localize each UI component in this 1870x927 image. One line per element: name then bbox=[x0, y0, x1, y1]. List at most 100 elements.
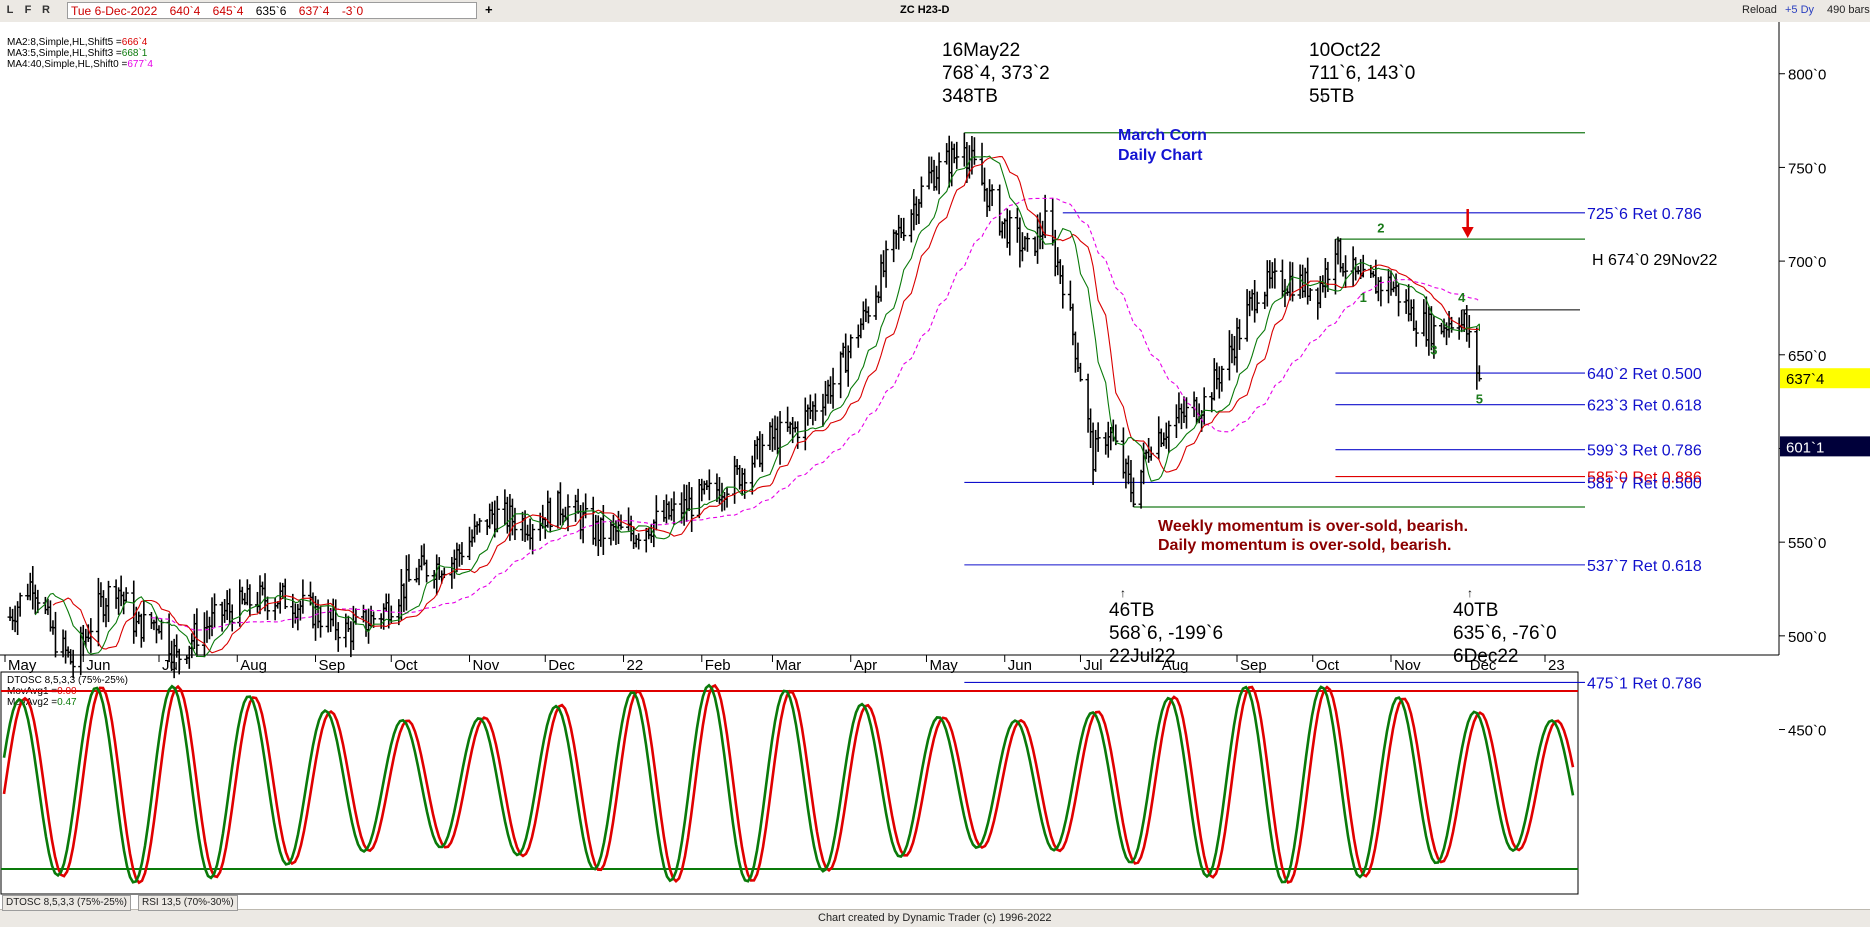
price-bar bbox=[1343, 255, 1349, 289]
date-tick-label: Nov bbox=[1394, 657, 1421, 674]
low-jul-values: 568`6, -199`6 bbox=[1109, 623, 1223, 644]
price-bar bbox=[636, 533, 642, 550]
marker-price-label: 601`1 bbox=[1786, 439, 1824, 456]
retracement-label: 640`2 Ret 0.500 bbox=[1587, 366, 1702, 383]
high-oct-tb: 55TB bbox=[1309, 86, 1354, 107]
price-tick-label: 450`0 bbox=[1788, 723, 1826, 740]
l-button[interactable]: L bbox=[6, 4, 14, 16]
price-bar bbox=[141, 600, 147, 642]
date-tick-label: May bbox=[929, 657, 958, 674]
osc-title: DTOSC 8,5,3,3 (75%-25%) bbox=[7, 675, 128, 686]
ma-legend-item: MA3:5,Simple,HL,Shift3 =668`1 bbox=[7, 47, 148, 59]
wave-label-3: 3 bbox=[1430, 342, 1437, 357]
ma8-line bbox=[52, 156, 1480, 654]
price-bar bbox=[1095, 422, 1101, 452]
price-bar bbox=[1378, 276, 1384, 307]
high-oct-arrow: ↓ bbox=[1320, 91, 1326, 105]
price-bar bbox=[1476, 365, 1482, 382]
r-button[interactable]: R bbox=[42, 4, 50, 16]
low-dec-date: 6Dec22 bbox=[1453, 646, 1519, 667]
date-tick-label: Dec bbox=[548, 657, 575, 674]
price-bar bbox=[52, 611, 58, 658]
wave-label-4: 4 bbox=[1458, 290, 1466, 305]
price-tick-label: 650`0 bbox=[1788, 348, 1826, 365]
price-bar bbox=[547, 497, 553, 533]
price-bar bbox=[35, 589, 41, 614]
quote-high: 645`4 bbox=[212, 4, 244, 18]
date-tick-label: Nov bbox=[473, 657, 500, 674]
quote-low: 635`6 bbox=[255, 4, 287, 18]
price-bar bbox=[989, 184, 995, 207]
chart-label-line1: March Corn bbox=[1118, 127, 1207, 144]
high-may-date: 16May22 bbox=[942, 40, 1020, 61]
price-bar bbox=[1466, 315, 1472, 348]
price-bar bbox=[1272, 258, 1278, 289]
date-tick-label: Jun bbox=[86, 657, 110, 674]
price-bar bbox=[106, 580, 112, 623]
price-bar bbox=[265, 596, 271, 620]
chart-label-line2: Daily Chart bbox=[1118, 147, 1203, 164]
price-bar bbox=[247, 584, 253, 617]
wave-label-1: 1 bbox=[1360, 290, 1367, 305]
price-bar bbox=[1130, 477, 1136, 508]
price-bar bbox=[848, 334, 854, 359]
price-tick-label: 700`0 bbox=[1788, 254, 1826, 271]
ma-legend-value: 677`4 bbox=[127, 58, 153, 70]
chart-title: ZC H23-D bbox=[900, 4, 950, 16]
price-bar bbox=[671, 491, 677, 525]
date-tick-label: Sep bbox=[319, 657, 346, 674]
quote-open: 640`4 bbox=[169, 4, 201, 18]
add-symbol-button[interactable]: + bbox=[485, 2, 493, 17]
retracement-label: 475`1 Ret 0.786 bbox=[1587, 675, 1702, 692]
quote-change: -3`0 bbox=[341, 4, 364, 18]
price-bar bbox=[300, 579, 306, 614]
price-bar bbox=[1237, 319, 1243, 350]
high-oct-date: 10Oct22 bbox=[1309, 40, 1381, 61]
retracement-label: 585`0 Ret 0.886 bbox=[1587, 470, 1702, 487]
price-chart[interactable]: 725`6 Ret 0.786 640`2 Ret 0.500 623`3 Ret … bbox=[0, 22, 1870, 909]
high-oct-values: 711`6, 143`0 bbox=[1309, 63, 1415, 84]
price-bar bbox=[1201, 387, 1207, 425]
price-bar bbox=[406, 554, 412, 582]
price-bar bbox=[1307, 288, 1313, 301]
tab-rsi[interactable]: RSI 13,5 (70%-30%) bbox=[138, 895, 238, 911]
retracement-label: 599`3 Ret 0.786 bbox=[1587, 443, 1702, 460]
ma-legend-value: 666`4 bbox=[122, 36, 148, 48]
price-bar bbox=[282, 578, 288, 610]
low-jul-arrow: ↑ bbox=[1120, 586, 1126, 600]
low-dec-tb: 40TB bbox=[1453, 600, 1498, 621]
price-bar bbox=[1219, 365, 1225, 392]
price-bar bbox=[530, 524, 536, 555]
tab-dtosc[interactable]: DTOSC 8,5,3,3 (75%-25%) bbox=[2, 895, 131, 911]
wave-label-2: 2 bbox=[1377, 220, 1384, 235]
date-tick-label: Feb bbox=[705, 657, 731, 674]
price-bar bbox=[459, 542, 465, 565]
osc-movavg2: MovAvg2 =0.47 bbox=[7, 697, 77, 708]
price-tick-label: 500`0 bbox=[1788, 629, 1826, 646]
price-bar bbox=[1077, 362, 1083, 382]
reload-button[interactable]: Reload bbox=[1742, 4, 1777, 16]
quote-date: Tue 6-Dec-2022 bbox=[71, 4, 158, 18]
retracement-label: 537`7 Ret 0.618 bbox=[1587, 558, 1702, 575]
price-bar bbox=[618, 514, 624, 530]
low-dec-arrow: ↑ bbox=[1467, 586, 1473, 600]
price-bar bbox=[1431, 316, 1437, 359]
wave-label-5: 5 bbox=[1476, 391, 1483, 406]
red-arrow-head bbox=[1461, 227, 1474, 238]
high-nov-label: H 674`0 29Nov22 bbox=[1592, 252, 1718, 269]
price-bar bbox=[865, 306, 871, 324]
price-bar bbox=[918, 176, 924, 208]
price-bar bbox=[1060, 265, 1066, 309]
date-tick-label: Aug bbox=[1162, 657, 1189, 674]
price-bar bbox=[1166, 420, 1172, 454]
f-button[interactable]: F bbox=[24, 4, 32, 16]
price-bar bbox=[176, 648, 182, 675]
price-bar bbox=[1325, 261, 1331, 293]
high-may-tb: 348TB bbox=[942, 86, 998, 107]
footer-credit: Chart created by Dynamic Trader (c) 1996… bbox=[818, 912, 1052, 924]
momentum-weekly: Weekly momentum is over-sold, bearish. bbox=[1158, 518, 1468, 535]
price-tick-label: 750`0 bbox=[1788, 160, 1826, 177]
date-tick-label: May bbox=[8, 657, 37, 674]
plus-five-days-button[interactable]: +5 Dy bbox=[1785, 4, 1815, 16]
date-tick-label: Jun bbox=[1008, 657, 1032, 674]
